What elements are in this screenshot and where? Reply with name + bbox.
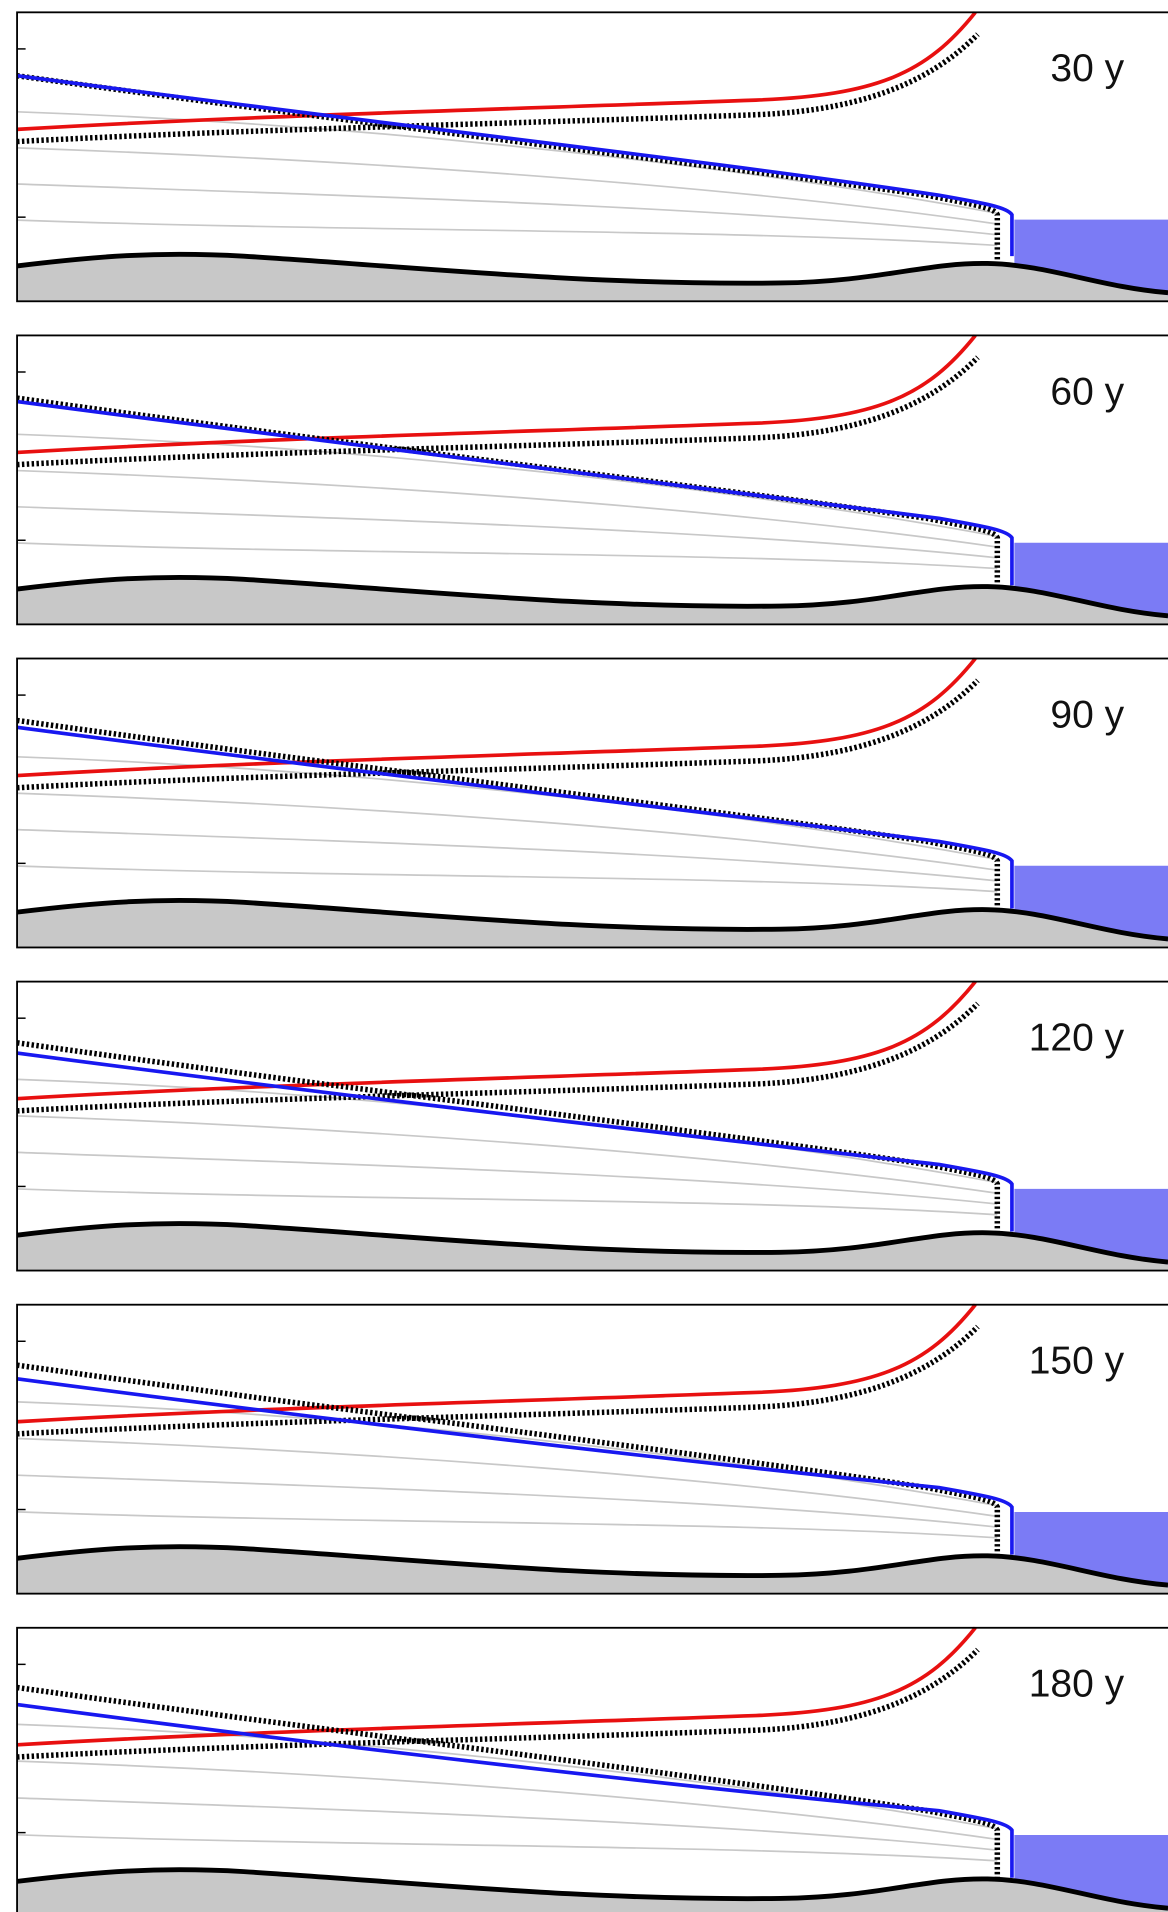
dotted-line (17, 1004, 978, 1111)
layer-line (17, 757, 997, 860)
layer-line (17, 1798, 997, 1850)
layer-line (17, 830, 997, 881)
blue-surface (17, 1379, 1012, 1555)
panel-label: 90 y (1050, 693, 1124, 736)
panel-label: 150 y (1029, 1340, 1125, 1383)
panel-label: 180 y (1029, 1663, 1125, 1706)
red-line (17, 982, 975, 1099)
bedrock (17, 1870, 1168, 1912)
dotted-line (17, 357, 978, 464)
red-line (17, 659, 975, 776)
layer-line (17, 1079, 997, 1182)
panel-label: 120 y (1029, 1016, 1125, 1059)
panel: 120 y (17, 982, 1168, 1271)
layer-line (17, 184, 997, 235)
panel: 30 y (17, 12, 1168, 301)
dotted-line (17, 1650, 978, 1757)
panel-label: 30 y (1050, 47, 1124, 90)
layer-line (17, 1835, 997, 1861)
layer-line (17, 1512, 997, 1538)
red-line (17, 12, 975, 129)
red-line (17, 1628, 975, 1745)
figure: 30 y 60 y 90 y 120 y 150 y 180 y (0, 0, 1168, 1912)
dotted-line (17, 34, 978, 141)
layer-line (17, 543, 997, 569)
dotted-line (17, 680, 978, 787)
page: {"panels": [{"label": "30 y"}, {"label":… (0, 0, 1168, 1912)
panel: 60 y (17, 335, 1168, 624)
blue-surface (17, 402, 1012, 586)
panel: 90 y (17, 659, 1168, 948)
blue-surface (17, 76, 1012, 256)
layer-line (17, 1152, 997, 1204)
layer-line (17, 1402, 997, 1506)
dotted-line (17, 1327, 978, 1434)
layer-line (17, 1189, 997, 1215)
panel-label: 60 y (1050, 370, 1124, 413)
layer-line (17, 220, 997, 245)
red-line (17, 1305, 975, 1422)
panel: 150 y (17, 1305, 1168, 1594)
layer-line (17, 112, 997, 213)
panel: 180 y (17, 1628, 1168, 1912)
layer-line (17, 507, 997, 558)
layer-line (17, 1475, 997, 1527)
layer-line (17, 434, 997, 536)
layer-line (17, 1724, 997, 1828)
layer-line (17, 866, 997, 892)
red-line (17, 335, 975, 452)
